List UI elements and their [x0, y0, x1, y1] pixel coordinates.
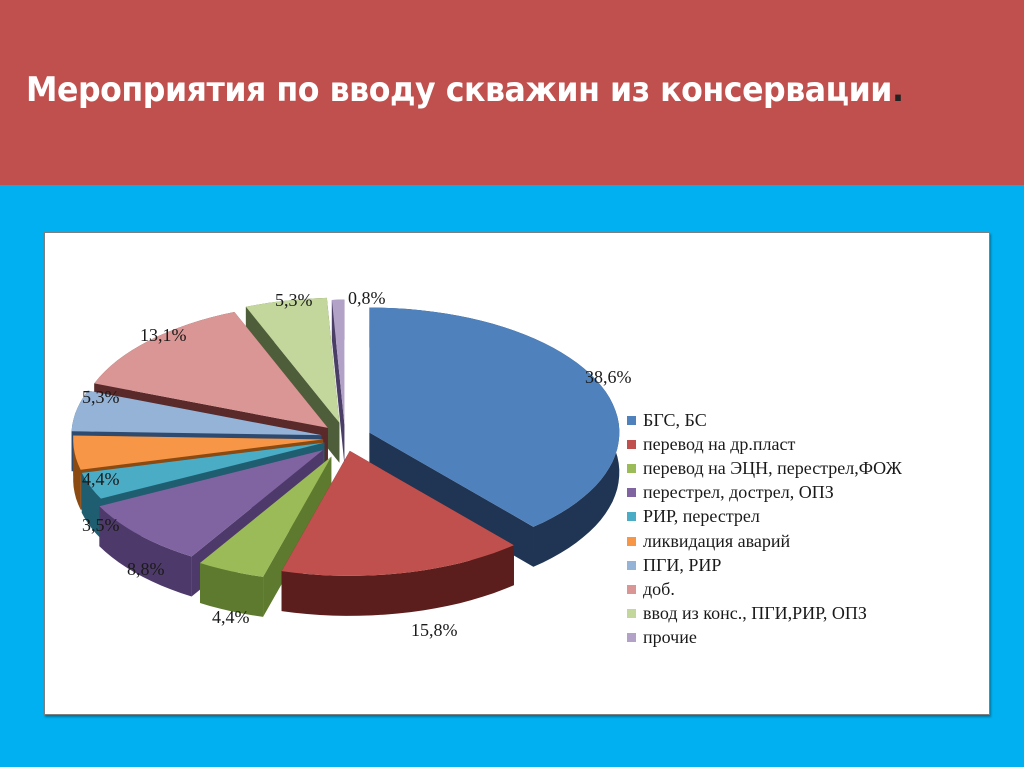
legend-swatch [627, 415, 636, 425]
legend-swatch [627, 536, 636, 546]
legend-item: перевод на ЭЦН, перестрел,ФОЖ [627, 456, 902, 480]
data-label: 15,8% [411, 620, 458, 640]
legend-swatch [627, 463, 636, 473]
data-label: 3,5% [82, 515, 120, 535]
legend-item: ликвидация аварий [627, 529, 902, 553]
legend-item: ввод из конс., ПГИ,РИР, ОПЗ [627, 602, 902, 626]
legend-label: РИР, перестрел [643, 506, 760, 527]
legend-swatch [627, 633, 636, 643]
pie-slice [331, 299, 345, 465]
legend-item: ПГИ, РИР [627, 553, 902, 577]
data-label: 8,8% [127, 559, 165, 579]
legend-label: перевод на ЭЦН, перестрел,ФОЖ [643, 457, 902, 478]
legend-swatch [627, 584, 636, 594]
legend-label: БГС, БС [643, 409, 707, 430]
chart-legend: БГС, БС перевод на др.пласт перевод на ЭЦН… [627, 408, 902, 650]
legend-label: ввод из конс., ПГИ,РИР, ОПЗ [643, 603, 867, 624]
legend-item: доб. [627, 577, 902, 601]
legend-swatch [627, 609, 636, 619]
legend-label: прочие [643, 627, 697, 648]
legend-swatch [627, 560, 636, 570]
legend-label: перевод на др.пласт [643, 433, 796, 454]
legend-item: перестрел, дострел, ОПЗ [627, 481, 902, 505]
data-label: 4,4% [212, 607, 250, 627]
legend-item: прочие [627, 626, 902, 650]
legend-swatch [627, 439, 636, 449]
data-label: 38,6% [585, 367, 632, 387]
legend-item: РИР, перестрел [627, 505, 902, 529]
pie-slice [200, 456, 332, 617]
legend-label: ПГИ, РИР [643, 554, 722, 575]
legend-item: перевод на др.пласт [627, 432, 902, 456]
legend-swatch [627, 488, 636, 498]
legend-label: ликвидация аварий [643, 530, 791, 551]
slide-title: Мероприятия по вводу скважин из консерва… [26, 70, 904, 110]
legend-label: перестрел, дострел, ОПЗ [643, 482, 834, 503]
data-label: 0,8% [348, 288, 386, 308]
chart-container: 38,6% 15,8% 4,4% 8,8% 3,5% 4,4% 5,3% 13,1% 5,3% 0… [44, 232, 990, 715]
pie-slice [281, 450, 514, 616]
slide-title-text: Мероприятия по вводу скважин из консерва… [26, 70, 893, 110]
data-label: 4,4% [82, 469, 120, 489]
pie-chart: 38,6% 15,8% 4,4% 8,8% 3,5% 4,4% 5,3% 13,1% 5,3% 0… [71, 288, 632, 640]
legend-label: доб. [643, 578, 675, 599]
slide-header: Мероприятия по вводу скважин из консерва… [0, 0, 1024, 185]
data-label: 5,3% [275, 290, 313, 310]
data-label: 13,1% [140, 325, 187, 345]
legend-swatch [627, 512, 636, 522]
legend-item: БГС, БС [627, 408, 902, 432]
data-label: 5,3% [82, 387, 120, 407]
slide-title-period: . [892, 70, 904, 110]
